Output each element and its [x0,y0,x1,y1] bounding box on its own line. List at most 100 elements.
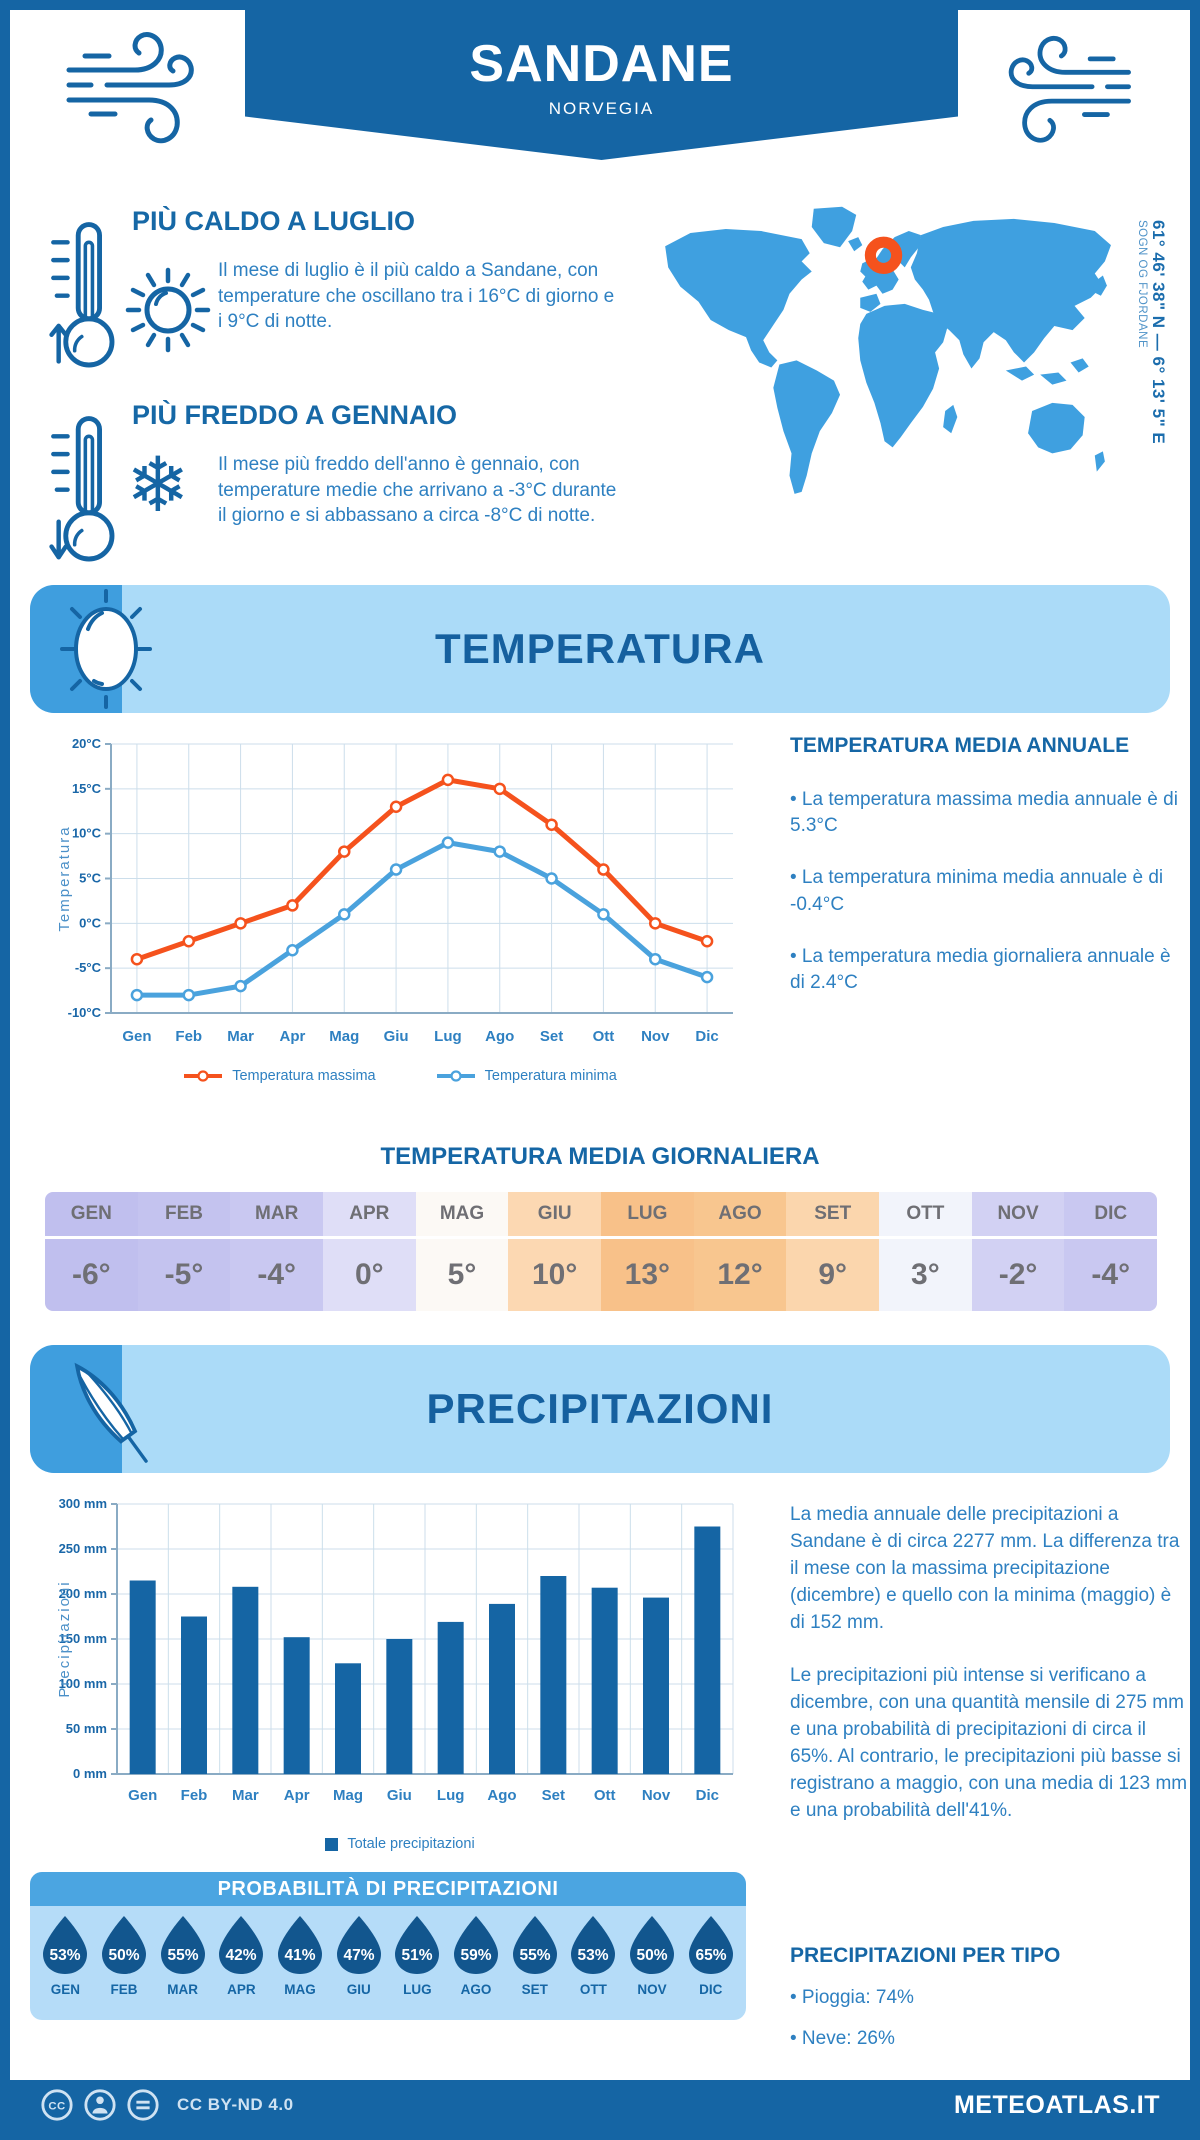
precipitation-probability-panel: PROBABILITÀ DI PRECIPITAZIONI 53% GEN 50% F… [30,1872,746,2020]
table-column: SET 9° [786,1192,880,1311]
table-temperature-value: 5° [415,1239,509,1311]
probability-month: GIU [346,1982,371,1997]
svg-text:200 mm: 200 mm [59,1586,107,1601]
probability-item: 55% SET [505,1914,564,1997]
raindrop-icon: 55% [160,1916,205,1974]
table-month-header: APR [323,1192,416,1239]
table-column: DIC -4° [1064,1192,1157,1311]
svg-text:100 mm: 100 mm [59,1676,107,1691]
probability-value: 55% [519,1947,550,1964]
bar [129,1580,156,1774]
precipitation-type-title: PRECIPITAZIONI PER TIPO [790,1944,1061,1967]
probability-month: OTT [579,1982,607,1997]
precipitation-summary-panel: La media annuale delle precipitazioni a … [790,1502,1188,1851]
table-month-header: MAG [415,1192,509,1239]
world-map [665,206,1111,494]
raindrop-icon: 50% [630,1916,675,1974]
svg-text:Apr: Apr [279,1028,305,1045]
umbrella-banner-icon [74,1362,148,1463]
table-temperature-value: -5° [137,1239,231,1311]
header-ribbon: SANDANE NORVEGIA [245,10,958,160]
raindrop-icon: 51% [395,1916,440,1974]
svg-text:Nov: Nov [641,1028,670,1045]
svg-text:Ago: Ago [485,1028,514,1045]
annual-bullet: • La temperatura minima media annuale è … [790,867,1164,915]
precipitation-chart: 0 mm 50 mm 100 mm 150 mm 200 mm 250 mm 300 mm G… [56,1496,734,1804]
japan [1092,275,1107,296]
probability-item: 47% GIU [329,1914,388,1997]
legend-label: Totale precipitazioni [347,1836,475,1852]
table-month-header: MAR [230,1192,324,1239]
svg-text:0°C: 0°C [79,915,101,930]
precipitation-section-title: PRECIPITAZIONI [426,1385,774,1432]
table-column: GEN -6° [45,1192,138,1311]
legend-item: Temperatura massima [183,1068,376,1084]
probability-value: 50% [637,1947,668,1964]
svg-text:-5°C: -5°C [75,960,102,975]
table-month-header: FEB [137,1192,231,1239]
table-month-header: GEN [45,1192,138,1239]
svg-text:250 mm: 250 mm [59,1541,107,1556]
raindrop-icon: 42% [219,1916,264,1974]
legend-item: Temperatura minima [436,1068,617,1084]
table-column: NOV -2° [971,1192,1065,1311]
snowflake-icon: ❄ [126,443,190,528]
legend-label: Temperatura minima [484,1068,617,1084]
warmest-title: PIÙ CALDO A LUGLIO [132,206,415,236]
probability-value: 47% [343,1947,374,1964]
sun-banner-icon [60,589,152,709]
africa [858,303,948,448]
svg-text:Nov: Nov [642,1787,671,1804]
svg-text:CC: CC [48,2101,65,2113]
annual-bullet: • La temperatura massima media annuale è… [790,788,1178,837]
south-america [773,360,841,494]
raindrop-icon: 65% [688,1916,733,1974]
raindrop-icon: 59% [454,1916,499,1974]
svg-text:-10°C: -10°C [68,1005,102,1020]
probability-month: LUG [403,1982,432,1997]
probability-value: 41% [285,1947,316,1964]
svg-text:Giu: Giu [384,1028,409,1045]
table-column: AGO 12° [693,1192,787,1311]
svg-text:15°C: 15°C [72,781,102,796]
probability-item: 42% APR [212,1914,271,1997]
coldest-text: Il mese più freddo dell'anno è gennaio, … [218,454,617,527]
iberia [860,293,881,312]
legend-label: Temperatura massima [232,1068,376,1084]
svg-text:Mag: Mag [329,1028,359,1045]
temperature-chart: -10°C -5°C 0°C 5°C 10°C 15°C 20°C Gen Feb Mar Apr M… [56,736,733,1045]
probability-value: 42% [226,1947,257,1964]
svg-text:10°C: 10°C [72,826,102,841]
table-column: LUG 13° [601,1192,694,1311]
svg-text:20°C: 20°C [72,736,102,751]
bar [694,1526,721,1774]
raindrop-icon: 53% [571,1916,616,1974]
legend-item: Totale precipitazioni [325,1836,475,1852]
legend-square-icon [325,1837,339,1851]
svg-text:Gen: Gen [122,1028,151,1045]
sun-icon [125,267,211,353]
probability-item: 55% MAR [153,1914,212,1997]
svg-text:Feb: Feb [175,1028,202,1045]
wind-icon [66,32,194,144]
probability-month: FEB [110,1982,138,1997]
probability-value: 55% [167,1947,198,1964]
probability-item: 41% MAG [271,1914,330,1997]
annual-bullet: • La temperatura media giornaliera annua… [790,945,1171,994]
raindrop-icon: 50% [102,1916,146,1974]
table-column: APR 0° [323,1192,416,1311]
table-temperature-value: -2° [971,1239,1065,1311]
bar [437,1621,464,1774]
table-temperature-value: 3° [879,1239,972,1311]
table-month-header: LUG [601,1192,694,1239]
svg-text:Lug: Lug [434,1028,462,1045]
probability-month: MAR [167,1982,199,1997]
probability-month: DIC [699,1982,723,1997]
wind-icon [1008,35,1131,143]
table-month-header: DIC [1064,1192,1157,1239]
temperature-section-banner: TEMPERATURA [30,585,1170,713]
svg-text:Ago: Ago [487,1787,516,1804]
indonesia [1005,358,1089,385]
probability-month: AGO [460,1982,492,1997]
svg-text:50 mm: 50 mm [66,1721,107,1736]
